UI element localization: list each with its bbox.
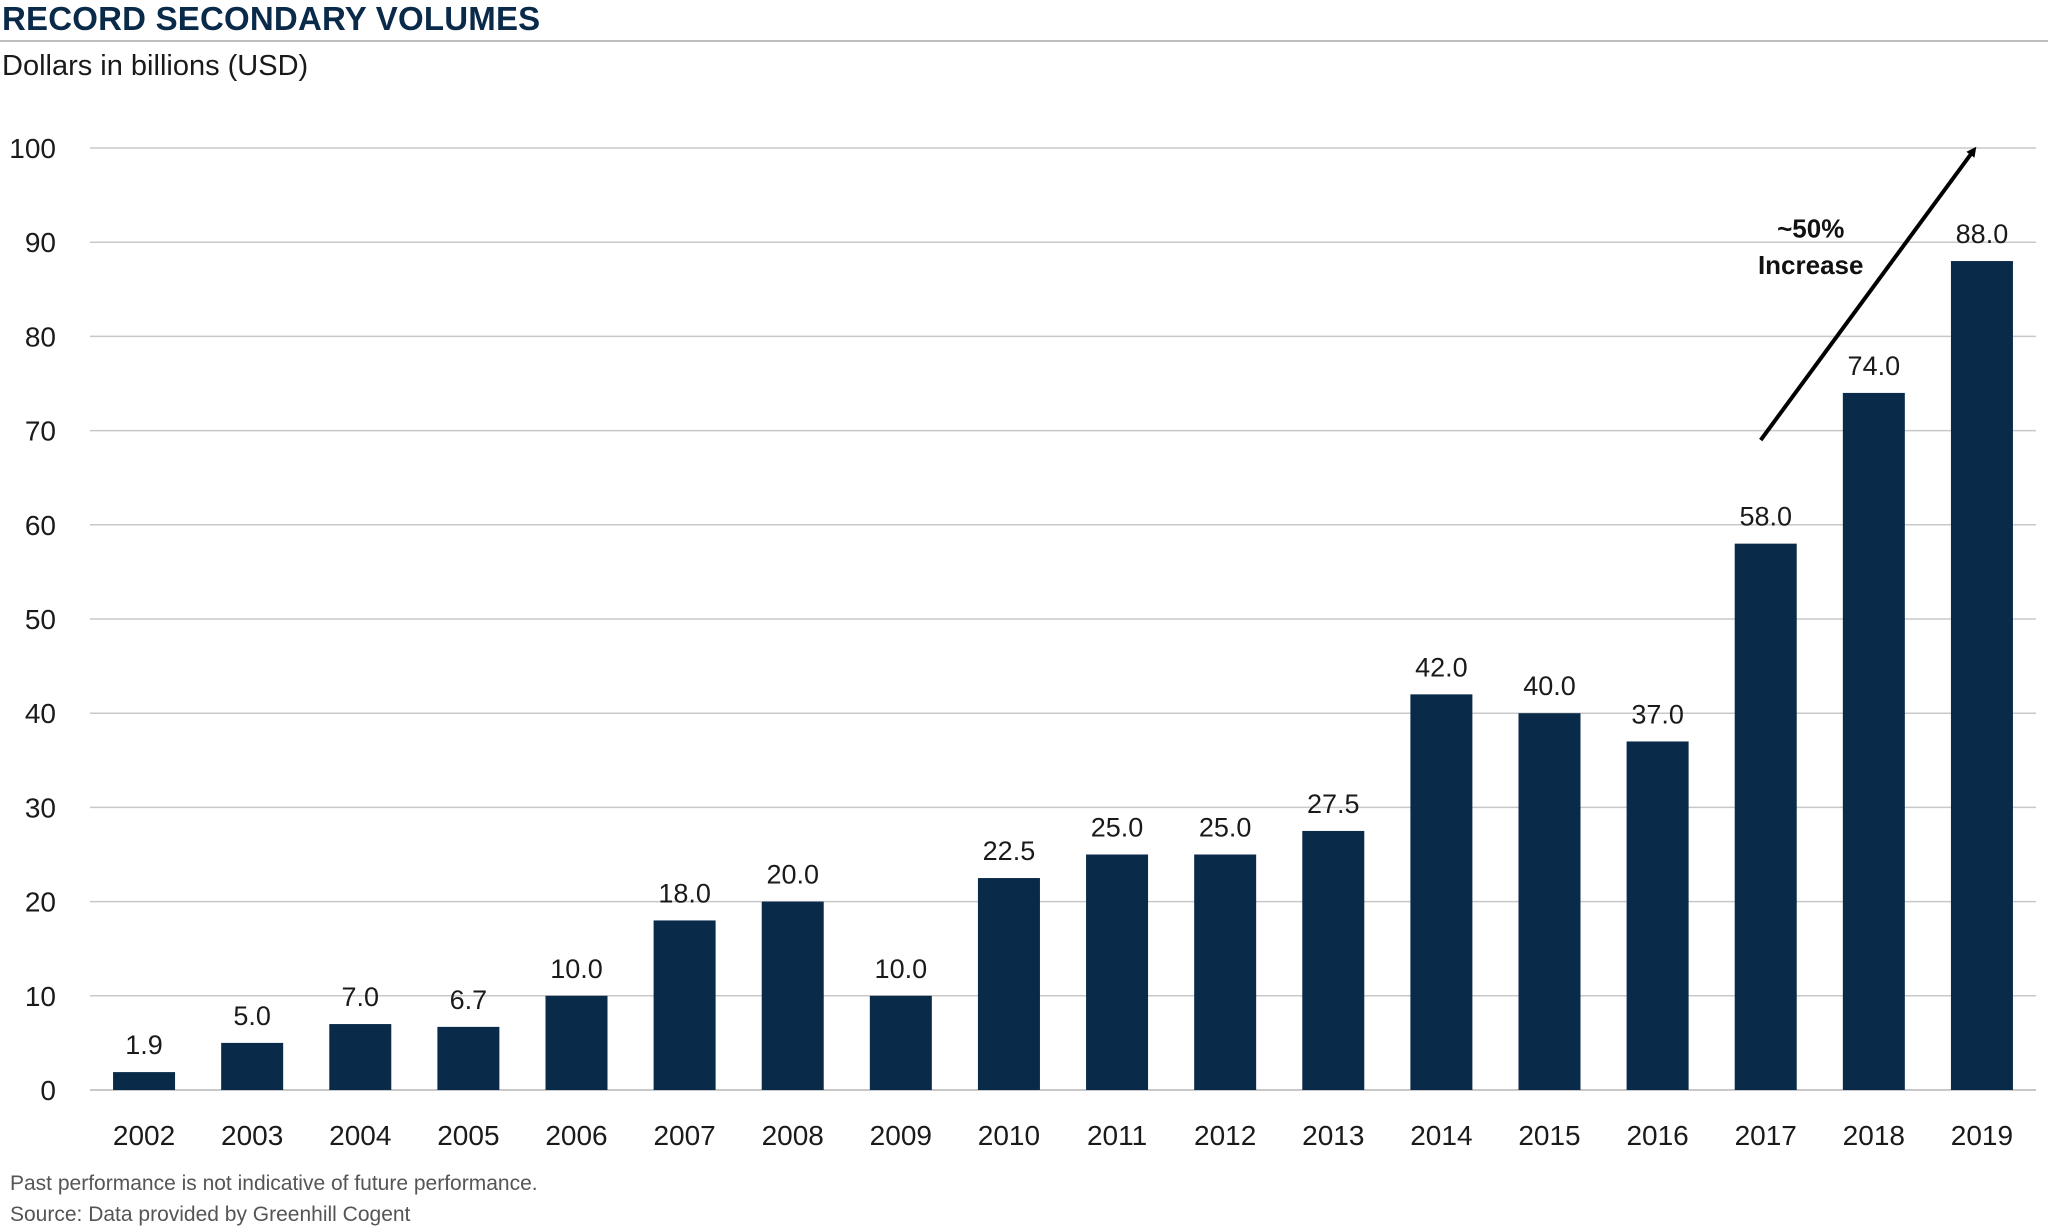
- data-label-2011: 25.0: [1091, 813, 1144, 843]
- x-tick-label-2005: 2005: [437, 1120, 499, 1151]
- x-tick-label-2014: 2014: [1410, 1120, 1472, 1151]
- bar-2013: [1302, 830, 1365, 1090]
- y-tick-label: 10: [25, 981, 56, 1012]
- chart-title: RECORD SECONDARY VOLUMES: [2, 0, 541, 37]
- source-note: Source: Data provided by Greenhill Cogen…: [10, 1203, 411, 1226]
- data-label-2002: 1.9: [125, 1030, 163, 1060]
- x-tick-label-2009: 2009: [870, 1120, 932, 1151]
- data-label-2007: 18.0: [658, 878, 711, 908]
- x-tick-label-2007: 2007: [653, 1120, 715, 1151]
- x-tick-label-2016: 2016: [1626, 1120, 1688, 1151]
- y-tick-label: 30: [25, 792, 56, 823]
- x-tick-label-2003: 2003: [221, 1120, 283, 1151]
- title-divider: [0, 40, 2048, 42]
- y-tick-label: 50: [25, 604, 56, 635]
- data-label-2009: 10.0: [875, 954, 928, 984]
- y-tick-label: 40: [25, 698, 56, 729]
- x-axis-ticks: 2002 2003 2004 2005 2006 2007 2008 2009 2010 2011…: [113, 1120, 2013, 1151]
- x-tick-label-2002: 2002: [113, 1120, 175, 1151]
- data-label-2013: 27.5: [1307, 789, 1360, 819]
- data-label-2006: 10.0: [550, 954, 603, 984]
- x-tick-label-2017: 2017: [1735, 1120, 1797, 1151]
- data-label-2004: 7.0: [342, 982, 380, 1012]
- data-label-2019: 88.0: [1956, 219, 2009, 249]
- x-tick-label-2006: 2006: [545, 1120, 607, 1151]
- bar-2011: [1086, 854, 1149, 1090]
- data-label-2003: 5.0: [233, 1001, 271, 1031]
- x-tick-label-2012: 2012: [1194, 1120, 1256, 1151]
- data-label-2014: 42.0: [1415, 652, 1468, 682]
- bar-2016: [1626, 741, 1689, 1090]
- data-label-2016: 37.0: [1631, 699, 1684, 729]
- data-label-2012: 25.0: [1199, 813, 1252, 843]
- bar-2018: [1842, 392, 1905, 1090]
- x-tick-label-2010: 2010: [978, 1120, 1040, 1151]
- bar-2007: [653, 920, 716, 1090]
- bar-2010: [977, 878, 1040, 1090]
- data-label-2017: 58.0: [1739, 502, 1792, 532]
- x-tick-label-2008: 2008: [762, 1120, 824, 1151]
- chart-subtitle: Dollars in billions (USD): [2, 50, 309, 82]
- annotation-percent: ~50%: [1777, 213, 1844, 243]
- x-tick-label-2018: 2018: [1843, 1120, 1905, 1151]
- bar-2015: [1518, 713, 1581, 1090]
- x-tick-label-2015: 2015: [1518, 1120, 1580, 1151]
- x-tick-label-2013: 2013: [1302, 1120, 1364, 1151]
- bar-2019: [1950, 261, 2013, 1090]
- bar-2012: [1194, 854, 1257, 1090]
- bar-2017: [1734, 543, 1797, 1090]
- increase-annotation: ~50% Increase: [1758, 146, 1977, 442]
- y-tick-label: 90: [25, 227, 56, 258]
- y-tick-label: 20: [25, 887, 56, 918]
- x-tick-label-2019: 2019: [1951, 1120, 2013, 1151]
- y-axis-ticks: 0 10 20 30 40 50 60 70 80 90 100: [9, 133, 56, 1106]
- bar-2002: [113, 1072, 176, 1090]
- bar-2003: [221, 1042, 284, 1090]
- bar-2006: [545, 995, 608, 1090]
- bar-2014: [1410, 694, 1473, 1090]
- disclaimer-note: Past performance is not indicative of fu…: [10, 1172, 538, 1195]
- bar-2005: [437, 1026, 500, 1090]
- increase-arrow-icon: [1759, 146, 1977, 442]
- data-label-2008: 20.0: [766, 860, 819, 890]
- bar-2009: [869, 995, 932, 1090]
- data-labels: 1.9 5.0 7.0 6.7 10.0 18.0 20.0 10.0 22.5 25.0 25.0…: [125, 219, 2008, 1060]
- data-label-2010: 22.5: [983, 836, 1036, 866]
- y-tick-label: 70: [25, 416, 56, 447]
- bars: [113, 261, 2013, 1090]
- y-tick-label: 60: [25, 510, 56, 541]
- bar-2004: [329, 1024, 392, 1090]
- y-tick-label: 100: [9, 133, 56, 164]
- x-tick-label-2011: 2011: [1087, 1120, 1147, 1151]
- data-label-2018: 74.0: [1848, 351, 1901, 381]
- data-label-2015: 40.0: [1523, 671, 1576, 701]
- gridlines: [90, 147, 2036, 1091]
- x-tick-label-2004: 2004: [329, 1120, 391, 1151]
- annotation-label: Increase: [1758, 250, 1864, 280]
- y-tick-label: 80: [25, 321, 56, 352]
- bar-2008: [761, 901, 824, 1090]
- data-label-2005: 6.7: [450, 985, 488, 1015]
- y-tick-label: 0: [40, 1075, 56, 1106]
